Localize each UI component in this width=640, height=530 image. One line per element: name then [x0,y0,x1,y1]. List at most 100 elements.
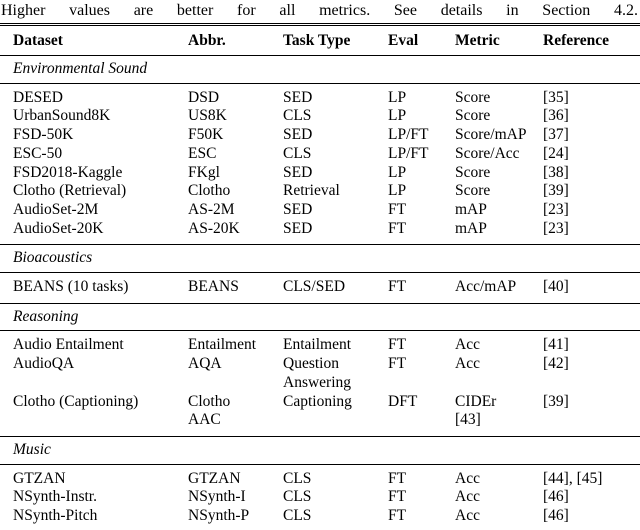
cell-dataset: FSD-50K [13,126,74,144]
cell-eval: LP [388,163,407,181]
cell-metric: Score [455,107,491,125]
cell-abbr: Clotho [188,182,231,200]
cell-task-type: CLS [283,507,312,525]
cell-reference: [42] [543,355,569,373]
cell-eval: LP [388,88,407,106]
benchmark-datasets-table: Dataset Abbr. Task Type Eval Metric Refe… [0,26,640,530]
cell-dataset: AudioQA [13,355,75,373]
cell-reference: [23] [543,200,569,218]
table-row: AudioQA AQA Question Answering FT Acc [4… [0,355,640,392]
section-header: Bioacoustics [0,244,640,274]
cell-metric: CIDEr [43] [455,392,497,429]
cell-eval: DFT [388,392,418,410]
col-header-eval: Eval [388,26,455,56]
cell-metric: Acc [455,355,480,373]
cell-metric: Acc [455,469,480,487]
cell-task-type: Entailment [283,336,352,354]
cell-task-type: Retrieval [283,182,340,200]
cell-reference: [38] [543,163,569,181]
table-row: FSD-50K F50K SED LP/FT Score/mAP [37] [0,126,640,145]
cell-dataset: NSynth-Instr. [13,488,97,506]
col-header-abbr: Abbr. [188,26,283,56]
cell-eval: FT [388,507,407,525]
cell-dataset: Clotho (Retrieval) [13,182,127,200]
cell-abbr: Clotho AAC [188,392,231,429]
table-row: AudioSet-20K AS-20K SED FT mAP [23] [0,220,640,245]
header-row: Dataset Abbr. Task Type Eval Metric Refe… [0,26,640,56]
cell-metric: Score [455,182,491,200]
section-label: Environmental Sound [0,55,640,84]
col-header-dataset: Dataset [0,26,188,56]
cell-metric: mAP [455,200,487,218]
cell-eval: FT [388,200,407,218]
table-caption: Higher values are better for all metrics… [1,2,638,19]
cell-reference: [23] [543,219,569,237]
cell-abbr: NSynth-I [188,488,246,506]
cell-dataset: DESED [13,88,63,106]
table-row: BEANS (10 tasks) BEANS CLS/SED FT Acc/mA… [0,273,640,304]
cell-task-type: CLS [283,107,312,125]
cell-task-type: SED [283,88,313,106]
cell-task-type: SED [283,200,313,218]
col-header-metric: Metric [455,26,543,56]
col-header-reference: Reference [543,26,640,56]
cell-abbr: AS-20K [188,219,240,237]
cell-dataset: AudioSet-2M [13,200,99,218]
section-label: Reasoning [0,302,640,332]
table-row: UrbanSound8K US8K CLS LP Score [36] [0,107,640,126]
cell-dataset: NSynth-Pitch [13,507,98,525]
table-top-rule [0,23,640,26]
section-music: Music GTZAN GTZAN CLS FT Acc [44], [45] … [0,435,640,530]
cell-reference: [35] [543,88,569,106]
cell-metric: Score [455,163,491,181]
section-header: Environmental Sound [0,55,640,84]
section-label: Music [0,435,640,465]
cell-reference: [40] [543,278,569,296]
cell-reference: [39] [543,392,569,410]
cell-metric: Score/mAP [455,126,527,144]
cell-dataset: BEANS (10 tasks) [13,278,129,296]
col-header-task-type: Task Type [283,26,388,56]
cell-dataset: UrbanSound8K [13,107,111,125]
cell-reference: [24] [543,144,569,162]
cell-metric: mAP [455,219,487,237]
cell-task-type: SED [283,126,313,144]
cell-eval: FT [388,336,407,354]
cell-abbr: AQA [188,355,222,373]
cell-reference: [37] [543,126,569,144]
cell-eval: FT [388,488,407,506]
cell-task-type: Question Answering [283,355,352,391]
cell-abbr: US8K [188,107,227,125]
cell-eval: FT [388,355,407,373]
cell-eval: FT [388,219,407,237]
cell-eval: LP/FT [388,126,429,144]
cell-abbr: Entailment [188,336,257,354]
cell-abbr: GTZAN [188,469,241,487]
cell-abbr: FKgl [188,163,220,181]
cell-metric: Acc/mAP [455,278,517,296]
cell-dataset: Clotho (Captioning) [13,392,139,410]
cell-reference: [46] [543,488,569,506]
cell-dataset: AudioSet-20K [13,219,104,237]
cell-metric: Score [455,88,491,106]
cell-dataset: ESC-50 [13,144,63,162]
cell-metric: Acc [455,488,480,506]
cell-task-type: CLS [283,488,312,506]
table-row: NSynth-Instr. NSynth-I CLS FT Acc [46] [0,488,640,507]
table-row: AudioSet-2M AS-2M SED FT mAP [23] [0,201,640,220]
cell-eval: FT [388,469,407,487]
cell-abbr: F50K [188,126,224,144]
cell-eval: LP/FT [388,144,429,162]
table-row: Audio Entailment Entailment Entailment F… [0,331,640,355]
cell-abbr: ESC [188,144,217,162]
cell-reference: [46] [543,507,569,525]
cell-abbr: NSynth-P [188,507,250,525]
cell-task-type: CLS [283,144,312,162]
table-row: Clotho (Captioning) Clotho AAC Captionin… [0,393,640,437]
cell-abbr: AS-2M [188,200,235,218]
cell-task-type: SED [283,163,313,181]
cell-dataset: Audio Entailment [13,336,124,354]
cell-task-type: Captioning [283,392,352,410]
cell-dataset: FSD2018-Kaggle [13,163,123,181]
table-row: ESC-50 ESC CLS LP/FT Score/Acc [24] [0,145,640,164]
